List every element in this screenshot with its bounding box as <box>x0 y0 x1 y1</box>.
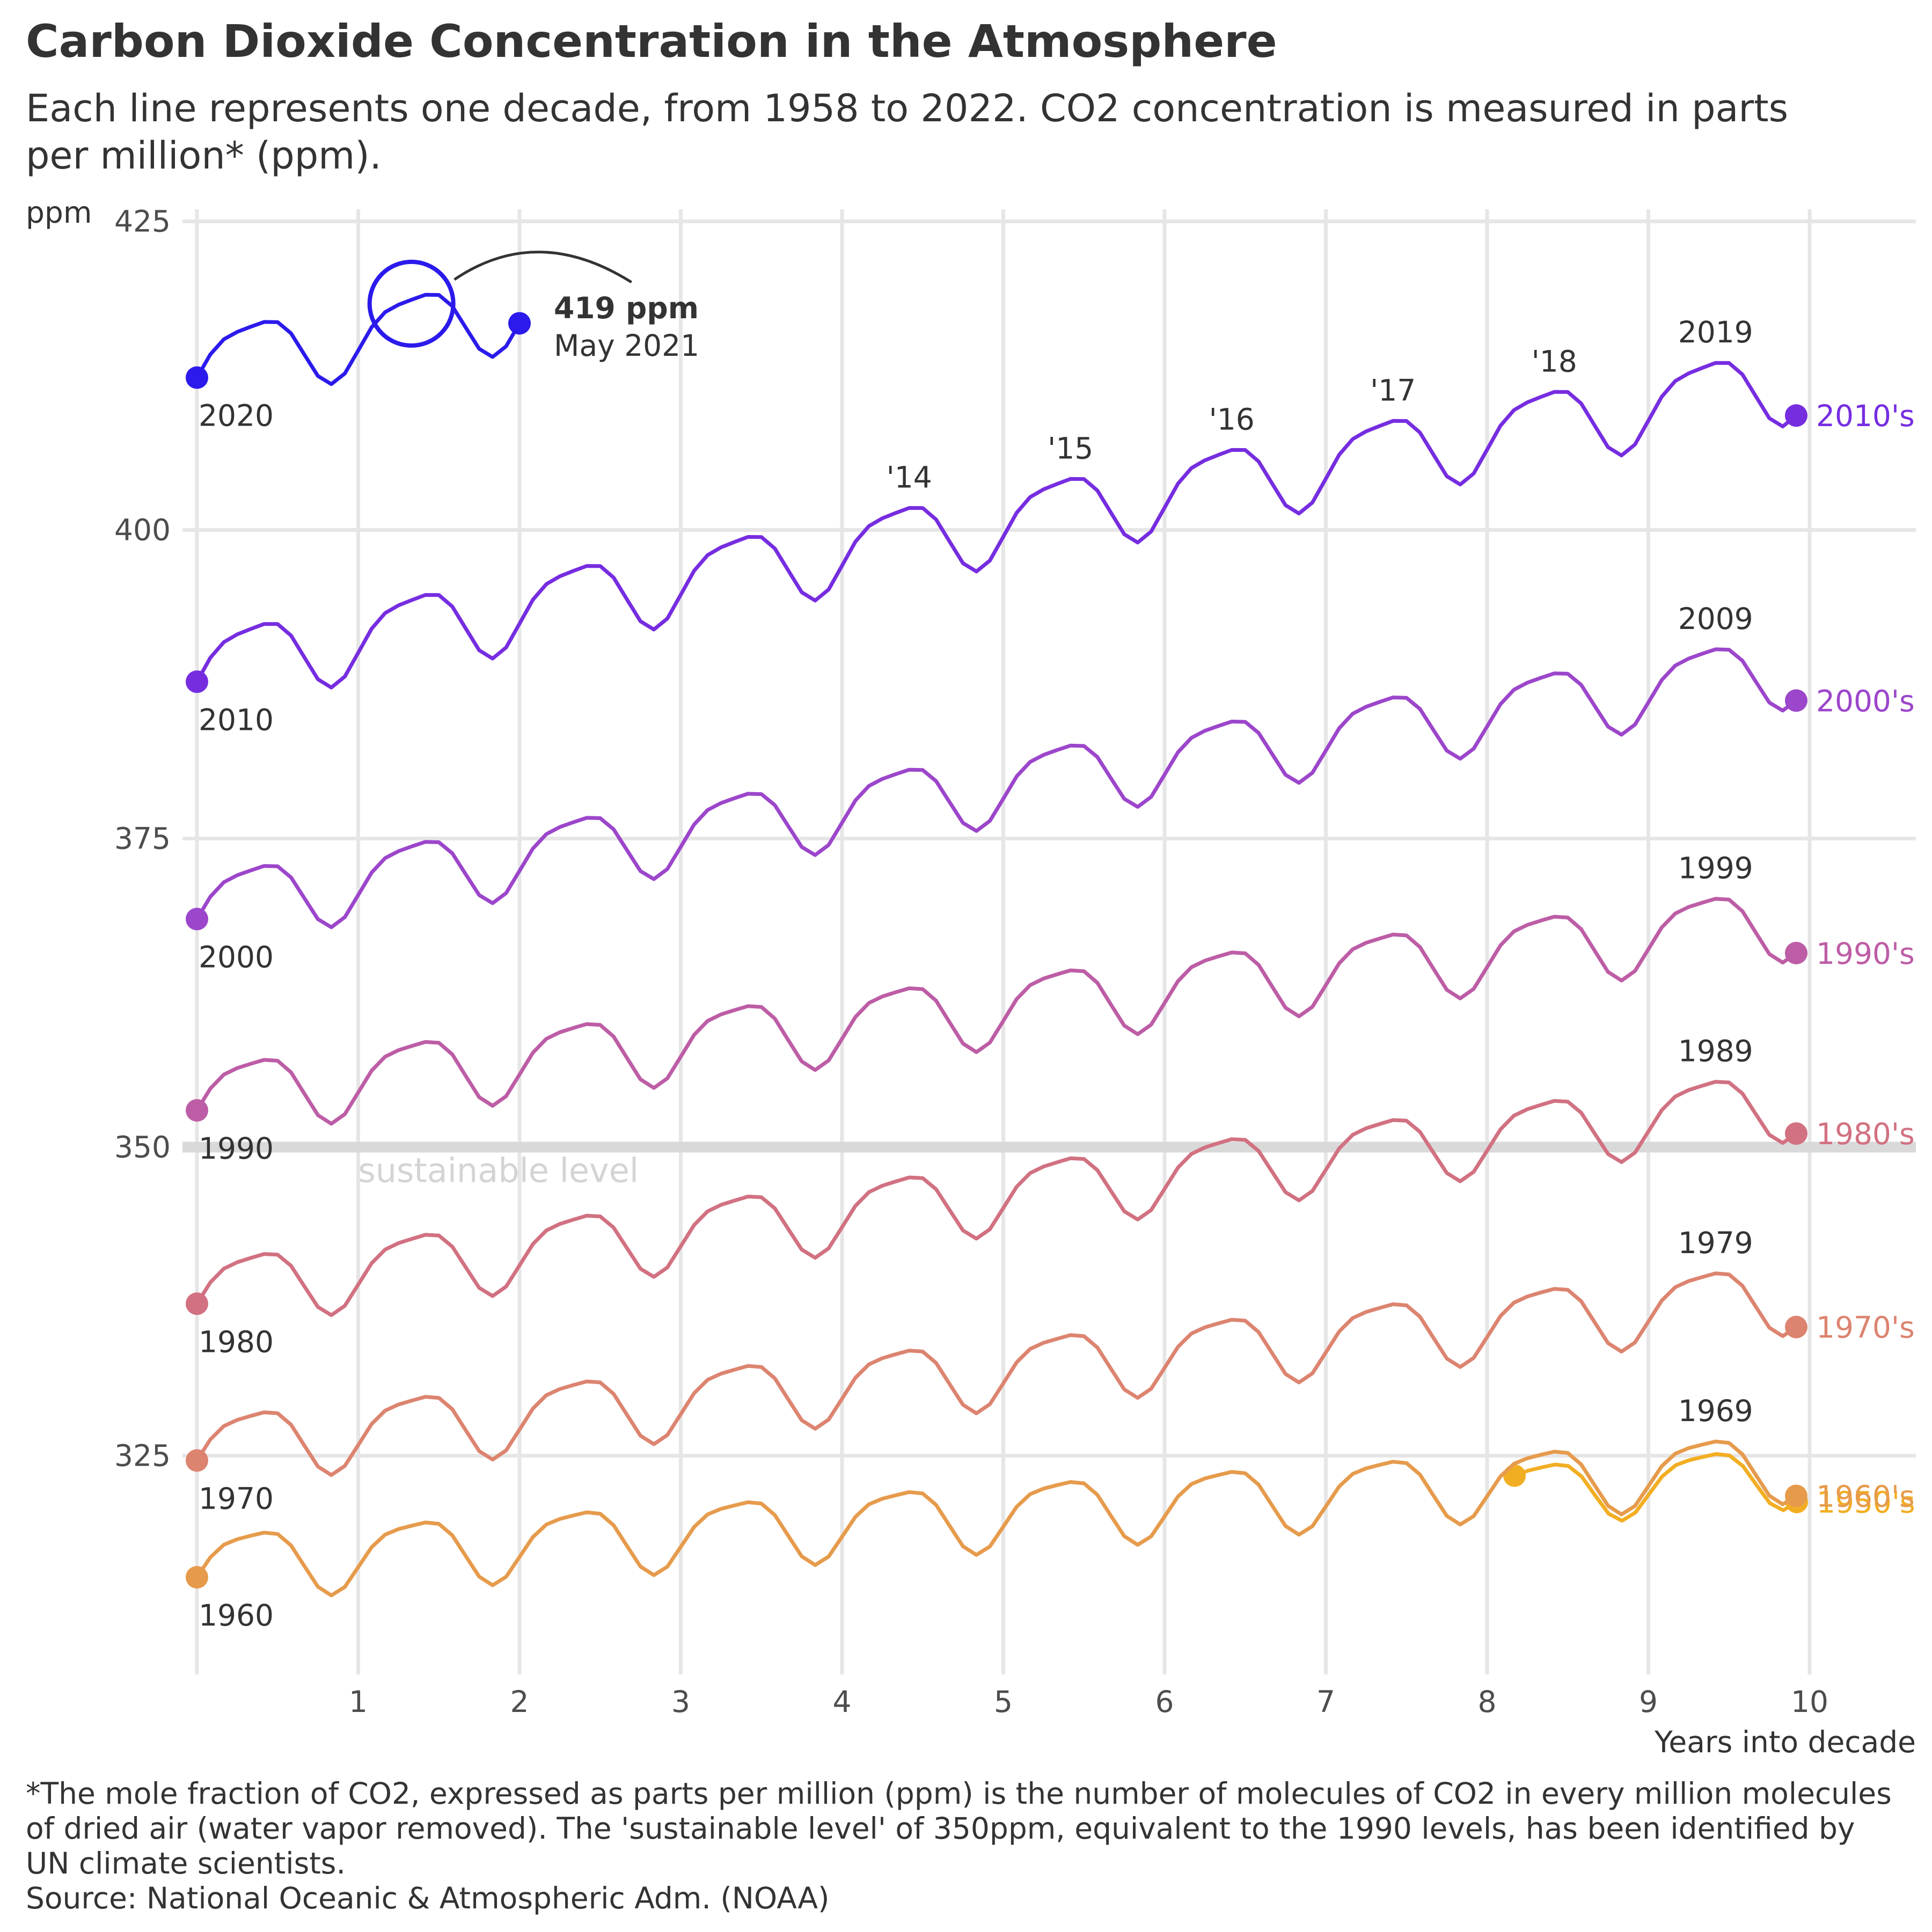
series-decade-label: 2000's <box>1816 684 1915 718</box>
sustainable-level-label: sustainable level <box>358 1151 639 1190</box>
x-tick-label: 4 <box>833 1685 852 1719</box>
series-start-label: 2020 <box>199 399 274 433</box>
x-tick-label: 9 <box>1639 1685 1658 1719</box>
series-start-point <box>186 1449 208 1472</box>
series-end-point <box>1784 1315 1807 1338</box>
series-line-2010 <box>195 361 1798 690</box>
series-end-point <box>1784 1122 1807 1145</box>
reference-line-layer: sustainable level <box>182 1141 1916 1190</box>
peak-year-label: '16 <box>1209 402 1255 436</box>
series-line-2020 <box>195 292 522 386</box>
series-decade-label: 1950's <box>1817 1485 1915 1520</box>
series-start-label: 1970 <box>199 1481 274 1516</box>
series-line-1960 <box>195 1439 1797 1598</box>
x-tick-label: 7 <box>1316 1685 1335 1719</box>
y-axis-label: ppm <box>26 195 92 230</box>
x-tick-label: 10 <box>1791 1685 1828 1719</box>
x-axis-label: Years into decade <box>1654 1725 1916 1759</box>
series-start-point <box>186 1566 208 1589</box>
y-tick-label: 400 <box>114 513 171 547</box>
peak-year-label: '17 <box>1370 373 1416 407</box>
peak-year-label: 1969 <box>1678 1394 1753 1428</box>
series-decade-label: 1960's <box>1816 1479 1915 1513</box>
chart-footnote: *The mole fraction of CO2, expressed as … <box>26 1776 1892 1880</box>
series-decade-label: 1990's <box>1816 936 1915 971</box>
chart-subtitle: Each line represents one decade, from 19… <box>26 86 1789 178</box>
y-tick-label: 375 <box>114 822 171 856</box>
label-layer: 1950's 1960 1960's 1969 1970 1970's 1979 1980 19… <box>199 315 1915 1633</box>
peak-year-label: 2019 <box>1678 315 1753 349</box>
series-end-point <box>1784 941 1807 964</box>
series-start-point <box>1503 1464 1526 1487</box>
series-start-point <box>186 908 208 931</box>
chart-title: Carbon Dioxide Concentration in the Atmo… <box>26 15 1277 68</box>
series-start-label: 1980 <box>199 1324 274 1359</box>
peak-year-label: '18 <box>1532 344 1577 378</box>
annotation-value: 419 ppm <box>554 291 699 325</box>
series-end-point <box>1784 404 1807 427</box>
annotation-highlight-circle <box>367 259 456 348</box>
series-decade-label: 1970's <box>1816 1311 1915 1345</box>
series-start-label: 2000 <box>199 940 274 975</box>
series-start-point <box>186 1099 208 1122</box>
series-line-1958 <box>1513 1452 1798 1523</box>
x-tick-label: 5 <box>994 1685 1013 1719</box>
series-start-label: 2010 <box>199 702 274 737</box>
x-tick-label: 8 <box>1478 1685 1497 1719</box>
x-tick-label: 6 <box>1155 1685 1174 1719</box>
peak-year-label: '15 <box>1048 431 1093 465</box>
peak-year-label: 1989 <box>1678 1034 1753 1069</box>
grid: 325 350 375 400 425 1 2 3 4 5 6 7 8 9 10 ppm Years into … <box>26 195 1916 1759</box>
x-tick-label: 1 <box>349 1685 368 1719</box>
peak-year-label: 1999 <box>1678 851 1753 885</box>
series-start-point <box>186 1292 208 1315</box>
series-end-point <box>1784 1484 1807 1507</box>
series-decade-label: 1980's <box>1816 1117 1915 1151</box>
x-tick-label: 3 <box>671 1685 690 1719</box>
peak-year-label: 1979 <box>1678 1226 1753 1260</box>
peak-year-label: 2009 <box>1678 602 1753 636</box>
y-tick-label: 350 <box>114 1130 171 1165</box>
annotation-date: May 2021 <box>554 328 699 363</box>
series-line-1970 <box>195 1271 1797 1477</box>
series-line-1990 <box>195 897 1798 1126</box>
series-end-point <box>1784 689 1807 712</box>
annotation-arrow <box>453 251 632 284</box>
series-start-point <box>186 366 208 389</box>
y-tick-label: 425 <box>114 204 171 239</box>
series-line-1980 <box>195 1080 1798 1318</box>
series-start-label: 1990 <box>199 1131 274 1166</box>
peak-year-label: '14 <box>887 460 932 494</box>
series-decade-label: 2010's <box>1816 399 1915 433</box>
series-start-point <box>186 670 208 693</box>
series-line-2000 <box>195 647 1798 930</box>
series-layer <box>186 292 1808 1598</box>
series-end-point <box>508 312 531 335</box>
series-start-label: 1960 <box>199 1598 274 1633</box>
y-tick-label: 325 <box>114 1439 171 1473</box>
chart-source: Source: National Oceanic & Atmospheric A… <box>26 1881 830 1915</box>
x-tick-label: 2 <box>510 1685 529 1719</box>
